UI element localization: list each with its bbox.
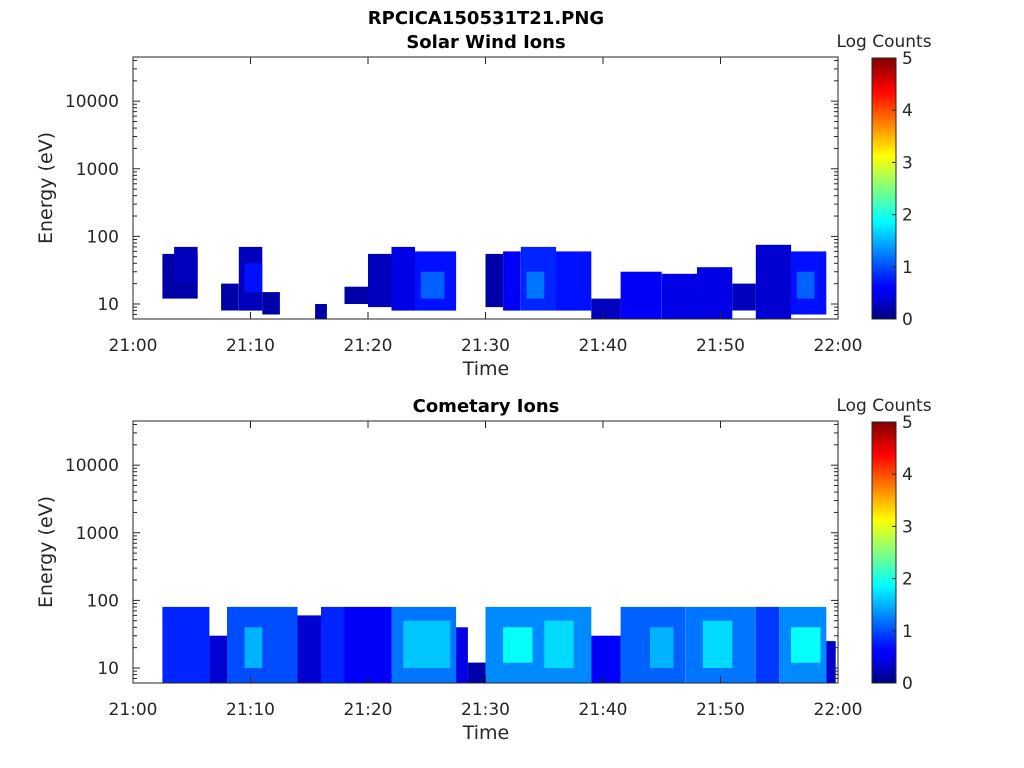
y-tick-label: 100 [87,591,119,611]
spectrogram-bin [591,298,621,319]
spectrogram-bin [591,635,621,683]
spectrogram-bin [315,304,327,319]
colorbar-solar-wind [871,57,897,320]
spectrogram-bin [209,635,227,683]
spectrogram-bin [403,620,451,668]
x-ticks-solar-wind: 21:00 21:10 21:20 21:30 21:40 21:50 22:00 [109,57,863,356]
spectrogram-bin [755,606,780,683]
spectrogram-bin [796,271,815,299]
spectrogram-bin [732,283,756,311]
spectrogram-bin [697,267,733,319]
spectrogram-bin [456,627,468,683]
spectrogram-bin [485,253,504,308]
colorbar-tick-label: 2 [902,206,913,226]
colorbar-tick-label: 5 [902,49,913,69]
panel-title-solar-wind: Solar Wind Ions [406,32,565,53]
x-axis-label-cometary: Time [462,722,510,744]
x-tick-label: 22:00 [814,700,863,720]
y-tick-label: 1000 [76,160,119,180]
x-tick-label: 22:00 [814,336,863,356]
spectrogram-bin [344,286,368,304]
x-tick-label: 21:50 [696,336,745,356]
x-tick-label: 21:50 [696,700,745,720]
x-tick-label: 21:40 [579,700,628,720]
spectrogram-bin [297,615,321,683]
spectrogram-bin [244,263,263,293]
colorbar-tick-label: 0 [902,310,913,330]
y-tick-label: 10 [97,659,119,679]
spectrogram-cometary [162,606,836,683]
y-tick-label: 1000 [76,524,119,544]
colorbar-tick-label: 1 [902,258,913,278]
panel-title-cometary: Cometary Ions [413,396,560,417]
colorbar-tick-label: 3 [902,517,913,537]
spectrogram-bin [755,244,792,319]
colorbar-cometary [871,421,897,684]
spectrogram-bin [526,271,545,299]
x-ticks-cometary: 21:00 21:10 21:20 21:30 21:40 21:50 22:00 [109,421,863,720]
spectrogram-bin [344,606,392,683]
y-tick-label: 10 [97,295,119,315]
spectrogram-bin [791,627,821,663]
colorbar-ticks-cometary: 0 1 2 3 4 5 [892,413,913,694]
spectrogram-bin [620,271,662,319]
y-tick-label: 100 [87,227,119,247]
x-tick-label: 21:10 [226,700,275,720]
spectrogram-bin [368,253,392,308]
spectrogram-bin [321,606,345,683]
spectrogram-bin [174,246,198,284]
spectrogram-bin [420,271,445,299]
x-tick-label: 21:30 [461,700,510,720]
spectrogram-bin [221,283,239,311]
spectrogram-bin [661,273,698,319]
y-tick-label: 10000 [65,92,119,112]
colorbar-tick-label: 0 [902,674,913,694]
colorbar-label-cometary: Log Counts [836,396,931,416]
spectrogram-bin [227,606,298,683]
spectrogram-bin [544,620,574,668]
x-tick-label: 21:00 [109,700,158,720]
spectrogram-bin [503,251,521,311]
x-tick-label: 21:20 [344,700,393,720]
x-tick-label: 21:00 [109,336,158,356]
x-axis-label-solar-wind: Time [462,358,510,380]
colorbar-tick-label: 2 [902,570,913,590]
spectrogram-bin [826,641,836,683]
spectrogram-bin [262,292,280,315]
x-tick-label: 21:40 [579,336,628,356]
colorbar-tick-label: 1 [902,622,913,642]
spectrogram-bin [485,606,592,683]
spectrogram-bin [467,662,486,683]
spectrogram-bin [503,627,533,663]
spectrogram-bin [391,246,415,311]
panel-solar-wind: Solar Wind Ions 21:00 21:10 21:20 21:30 21:4… [35,32,932,380]
colorbar-tick-label: 3 [902,153,913,173]
spectrogram-bin [162,606,210,683]
colorbar-ticks-solar-wind: 0 1 2 3 4 5 [892,49,913,330]
colorbar-tick-label: 5 [902,413,913,433]
spectrogram-solar-wind [162,244,827,319]
y-axis-label-solar-wind: Energy (eV) [35,132,57,244]
spectrogram-bin [702,620,733,668]
x-tick-label: 21:30 [461,336,510,356]
y-ticks-solar-wind: 10 100 1000 10000 [65,59,838,320]
panel-cometary: Cometary Ions 21:00 21:10 21:20 21:30 21:40 2… [35,396,932,744]
x-tick-label: 21:10 [226,336,275,356]
colorbar-tick-label: 4 [902,101,913,121]
colorbar-label-solar-wind: Log Counts [836,32,931,52]
y-axis-label-cometary: Energy (eV) [35,496,57,608]
y-ticks-cometary: 10 100 1000 10000 [65,423,838,684]
y-tick-label: 10000 [65,456,119,476]
spectrogram-bin [556,251,592,311]
x-tick-label: 21:20 [344,336,393,356]
figure-title: RPCICA150531T21.PNG [368,8,604,29]
colorbar-tick-label: 4 [902,465,913,485]
spectrogram-bin [244,627,263,668]
spectrogram-bin [650,627,674,668]
